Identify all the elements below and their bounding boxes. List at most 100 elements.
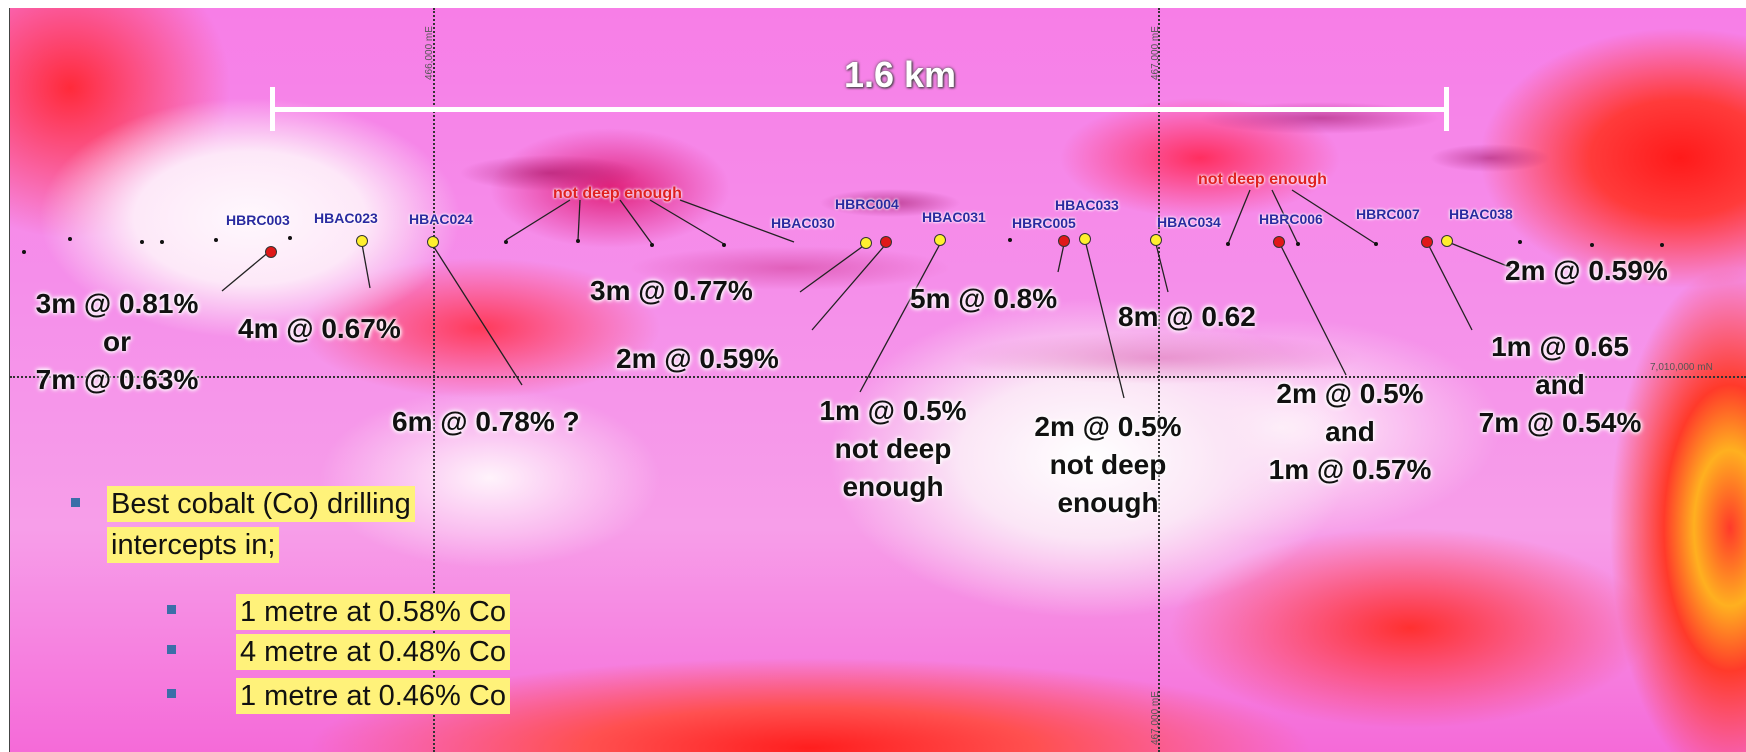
drill-hole-dot [1590, 243, 1594, 247]
leader-hbac024 [431, 243, 523, 386]
frame-left-margin [0, 0, 10, 752]
intercept-hbrc006: 2m @ 0.5% and 1m @ 0.57% [1240, 375, 1460, 489]
intercept-line: and [1325, 416, 1375, 447]
bullet-icon [167, 689, 176, 698]
scale-bar-left-tick [270, 87, 275, 131]
intercept-hbrc005: 5m @ 0.8% [910, 283, 1058, 314]
bullet-icon [167, 605, 176, 614]
intercept-line: and [1535, 369, 1585, 400]
leader-hbac034 [1155, 243, 1169, 293]
note-leader-b [577, 199, 581, 241]
collar-id-hbac033: HBAC033 [1055, 197, 1119, 213]
note-leader-f [1227, 189, 1251, 245]
intercept-hbrc007: 1m @ 0.65 and 7m @ 0.54% [1455, 328, 1665, 442]
drill-hole-hbac031 [934, 234, 946, 246]
note-leader-c [619, 199, 653, 245]
list-heading-line1: Best cobalt (Co) drilling [107, 486, 415, 522]
intercept-hbac030: 3m @ 0.77% [590, 275, 753, 306]
drill-hole-dot [650, 243, 654, 247]
drill-hole-hbrc007 [1421, 236, 1433, 248]
leader-hbac031 [859, 243, 941, 393]
leader-hbrc006 [1279, 243, 1347, 376]
intercept-hbac024: 6m @ 0.78% ? [392, 406, 580, 437]
leader-hbac030 [799, 243, 867, 293]
bullet-icon [167, 645, 176, 654]
frame-border [9, 8, 10, 752]
leader-hbrc007 [1427, 243, 1473, 331]
drill-hole-hbrc003 [265, 246, 277, 258]
collar-id-hbrc005: HBRC005 [1012, 215, 1076, 231]
leader-hbrc004 [811, 243, 887, 331]
collar-id-hbac023: HBAC023 [314, 210, 378, 226]
drill-hole-hbac024 [427, 236, 439, 248]
collar-id-hbac031: HBAC031 [922, 209, 986, 225]
note-leader-e [679, 199, 795, 243]
drill-hole-dot [160, 240, 164, 244]
collar-id-hbac030: HBAC030 [771, 215, 835, 231]
intercept-hbrc003: 3m @ 0.81% or 7m @ 0.63% [12, 285, 222, 399]
note-leader-d [649, 199, 725, 245]
grid-label-northing: 7,010,000 mN [1650, 362, 1713, 373]
note-not-deep-enough-left: not deep enough [553, 185, 682, 202]
intercept-hbac038: 2m @ 0.59% [1505, 255, 1668, 286]
drill-hole-hbac030 [860, 237, 872, 249]
drill-hole-dot [22, 250, 26, 254]
collar-id-hbrc004: HBRC004 [835, 196, 899, 212]
collar-id-hbrc003: HBRC003 [226, 212, 290, 228]
intercept-line: enough [1057, 487, 1159, 518]
intercept-hbac033: 2m @ 0.5% not deep enough [1003, 408, 1213, 522]
drill-hole-dot [1008, 238, 1012, 242]
intercept-line: 2m @ 0.5% [1276, 378, 1424, 409]
easting-gridline-467000 [1158, 8, 1160, 752]
drill-hole-dot [504, 240, 508, 244]
note-leader-g [1271, 189, 1299, 245]
drill-hole-dot [722, 243, 726, 247]
drill-hole-dot [1660, 243, 1664, 247]
intercept-line: 1m @ 0.57% [1268, 454, 1432, 485]
intercept-line: 2m @ 0.5% [1034, 411, 1182, 442]
intercept-hbrc004: 2m @ 0.59% [616, 343, 779, 374]
list-item: 1 metre at 0.58% Co [236, 594, 510, 630]
list-heading-line2: intercepts in; [107, 527, 280, 563]
collar-id-hbac038: HBAC038 [1449, 206, 1513, 222]
drill-hole-hbac034 [1150, 234, 1162, 246]
intercept-line: not deep [1049, 449, 1167, 480]
drill-hole-dot [1226, 242, 1230, 246]
leader-hbrc005 [1057, 243, 1065, 273]
intercept-line: 7m @ 0.54% [1478, 407, 1642, 438]
collar-id-hbac024: HBAC024 [409, 211, 473, 227]
list-item: 4 metre at 0.48% Co [236, 634, 510, 670]
drill-hole-hbrc006 [1273, 236, 1285, 248]
drill-hole-hbrc004 [880, 236, 892, 248]
northing-gridline [10, 376, 1746, 378]
bullet-icon [71, 498, 80, 507]
frame-top-margin [0, 0, 1746, 8]
drill-hole-hbrc005 [1058, 235, 1070, 247]
intercept-line: 3m @ 0.81% [35, 288, 199, 319]
collar-id-hbac034: HBAC034 [1157, 214, 1221, 230]
drill-hole-hbac038 [1441, 235, 1453, 247]
list-item: 1 metre at 0.46% Co [236, 678, 510, 714]
drill-hole-hbac023 [356, 235, 368, 247]
collar-id-hbrc006: HBRC006 [1259, 211, 1323, 227]
drill-hole-dot [214, 238, 218, 242]
collar-id-hbrc007: HBRC007 [1356, 206, 1420, 222]
easting-gridline-466000 [433, 8, 435, 752]
leader-hbrc003 [221, 250, 271, 292]
intercept-hbac023: 4m @ 0.67% [238, 313, 401, 344]
intercept-line: 1m @ 0.5% [819, 395, 967, 426]
drill-hole-dot [576, 239, 580, 243]
leader-hbac038 [1447, 241, 1513, 269]
drill-hole-dot [1518, 240, 1522, 244]
intercept-line: 7m @ 0.63% [35, 364, 199, 395]
scale-bar-right-tick [1444, 87, 1449, 131]
intercept-line: enough [842, 471, 944, 502]
intercept-line: not deep [834, 433, 952, 464]
intercept-line: 1m @ 0.65 [1491, 331, 1629, 362]
drill-hole-dot [288, 236, 292, 240]
drill-hole-dot [140, 240, 144, 244]
drill-hole-dot [1374, 242, 1378, 246]
intercept-line: or [103, 326, 131, 357]
